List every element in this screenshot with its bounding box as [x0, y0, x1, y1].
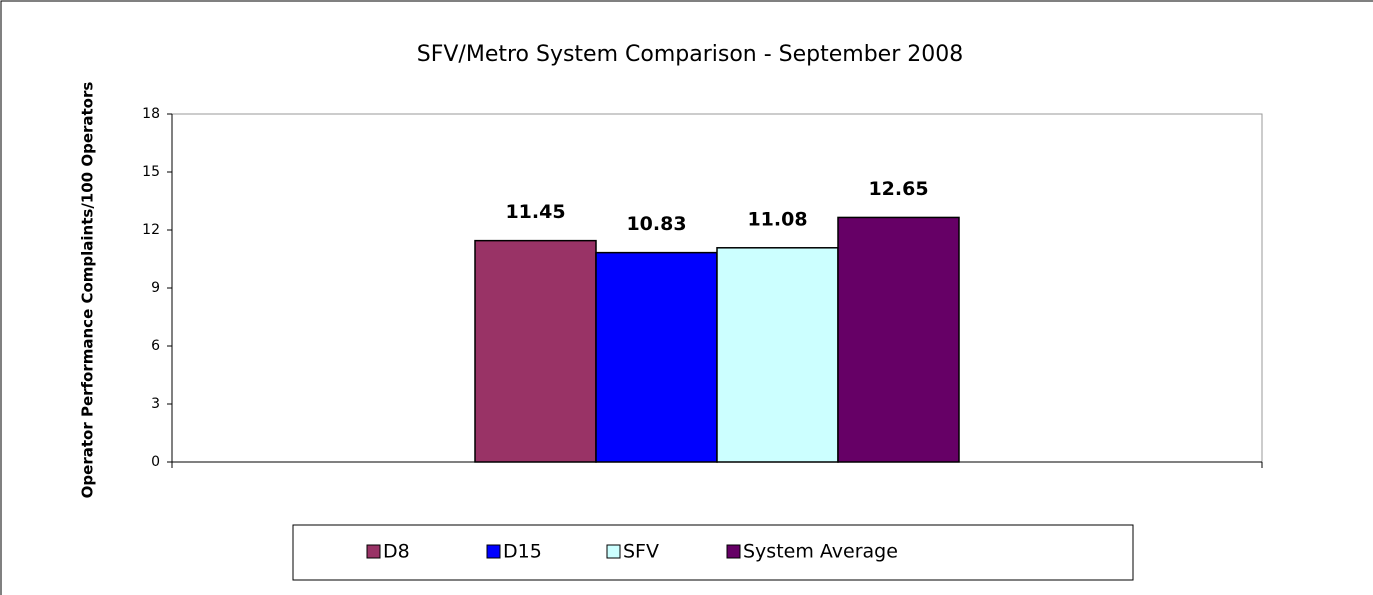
legend-swatch — [486, 544, 501, 559]
y-tick-label: 18 — [142, 106, 160, 122]
y-axis-label: Operator Performance Complaints/100 Oper… — [78, 81, 97, 499]
y-tick-label: 15 — [142, 164, 160, 180]
bar — [716, 247, 839, 463]
legend-swatch — [366, 544, 381, 559]
legend-swatch — [726, 544, 741, 559]
legend-swatch — [606, 544, 621, 559]
bar — [837, 216, 960, 463]
chart-title: SFV/Metro System Comparison - September … — [417, 42, 964, 67]
data-label: 11.08 — [747, 208, 807, 230]
legend-label: D15 — [503, 541, 542, 563]
legend-box — [292, 524, 1134, 581]
bar — [474, 239, 597, 463]
y-tick-label: 6 — [151, 338, 160, 354]
y-tick-label: 9 — [151, 280, 160, 296]
data-label: 12.65 — [868, 178, 928, 200]
y-tick-label: 12 — [142, 222, 160, 238]
y-tick-label: 3 — [151, 396, 160, 412]
bar — [595, 251, 718, 463]
data-label: 11.45 — [505, 201, 565, 223]
legend-label: System Average — [743, 541, 898, 563]
legend-label: D8 — [383, 541, 410, 563]
legend-label: SFV — [623, 541, 659, 563]
y-tick-label: 0 — [151, 454, 160, 470]
data-label: 10.83 — [626, 213, 686, 235]
